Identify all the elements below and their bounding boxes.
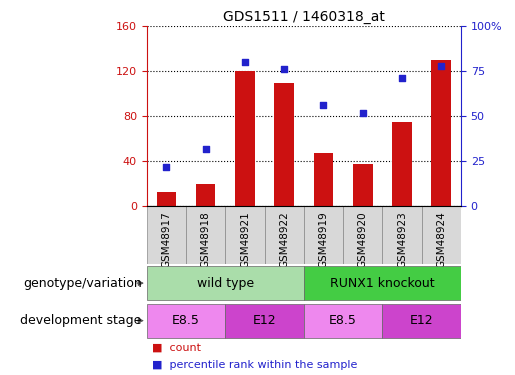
- FancyBboxPatch shape: [186, 206, 226, 264]
- Point: [437, 63, 445, 69]
- FancyBboxPatch shape: [265, 206, 304, 264]
- Text: wild type: wild type: [197, 277, 254, 290]
- FancyBboxPatch shape: [304, 304, 382, 338]
- FancyBboxPatch shape: [304, 266, 461, 300]
- Point: [398, 75, 406, 81]
- FancyBboxPatch shape: [147, 304, 226, 338]
- Text: GSM48920: GSM48920: [358, 211, 368, 267]
- Text: GSM48922: GSM48922: [279, 211, 289, 268]
- Text: GSM48919: GSM48919: [318, 211, 329, 268]
- FancyBboxPatch shape: [226, 304, 304, 338]
- Text: GSM48917: GSM48917: [161, 211, 171, 268]
- Point: [319, 102, 328, 108]
- Text: GSM48923: GSM48923: [397, 211, 407, 268]
- Text: GSM48918: GSM48918: [201, 211, 211, 268]
- Point: [280, 66, 288, 72]
- FancyBboxPatch shape: [422, 206, 461, 264]
- Text: E8.5: E8.5: [329, 314, 357, 327]
- Text: ■  count: ■ count: [152, 343, 201, 353]
- Bar: [157, 192, 176, 206]
- Text: E12: E12: [410, 314, 434, 327]
- Text: RUNX1 knockout: RUNX1 knockout: [330, 277, 435, 290]
- Bar: [432, 60, 451, 206]
- Bar: [392, 122, 412, 206]
- Bar: [196, 184, 215, 206]
- Title: GDS1511 / 1460318_at: GDS1511 / 1460318_at: [223, 10, 385, 24]
- FancyBboxPatch shape: [226, 206, 265, 264]
- Point: [162, 164, 170, 170]
- Bar: [314, 153, 333, 206]
- Bar: [235, 71, 255, 206]
- Bar: [274, 82, 294, 206]
- FancyBboxPatch shape: [147, 206, 186, 264]
- Point: [201, 146, 210, 152]
- FancyBboxPatch shape: [382, 304, 461, 338]
- Bar: [353, 164, 372, 206]
- Text: GSM48921: GSM48921: [240, 211, 250, 268]
- Point: [358, 110, 367, 116]
- Point: [241, 59, 249, 65]
- Text: genotype/variation: genotype/variation: [23, 277, 142, 290]
- Text: E12: E12: [253, 314, 277, 327]
- Text: development stage: development stage: [20, 314, 142, 327]
- Text: GSM48924: GSM48924: [436, 211, 447, 268]
- Text: ■  percentile rank within the sample: ■ percentile rank within the sample: [152, 360, 357, 370]
- FancyBboxPatch shape: [147, 266, 304, 300]
- FancyBboxPatch shape: [304, 206, 343, 264]
- Text: E8.5: E8.5: [172, 314, 200, 327]
- FancyBboxPatch shape: [343, 206, 382, 264]
- FancyBboxPatch shape: [382, 206, 422, 264]
